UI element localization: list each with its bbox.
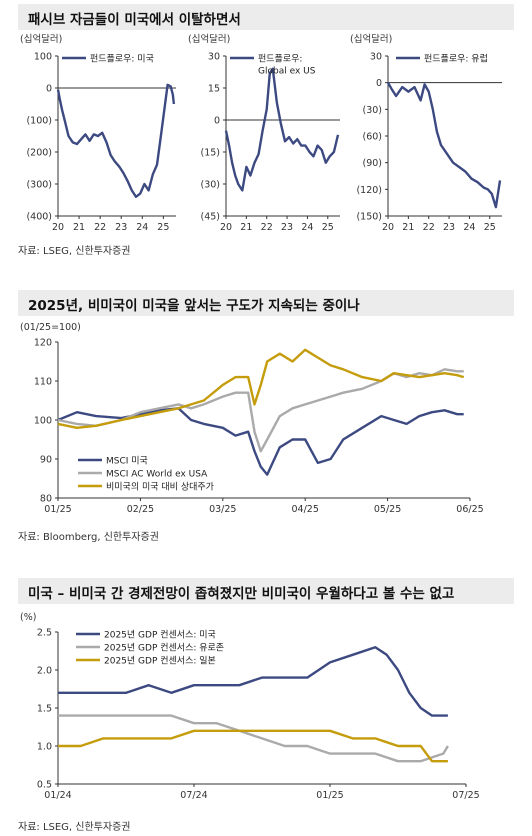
y-tick-label: (60) bbox=[362, 132, 382, 143]
legend-label: 2025년 GDP 컨센서스: 미국 bbox=[104, 630, 216, 641]
x-tick-label: 25 bbox=[484, 222, 496, 233]
x-tick-label: 24 bbox=[136, 222, 148, 233]
chart-global-ex-us-flow: (십억달러) 30 15 0 (15) (30) (45)20 21 22 23 24 25 펀드플로우… bbox=[188, 33, 340, 233]
series-line bbox=[386, 82, 502, 209]
y-tick-label: 80 bbox=[40, 494, 52, 505]
section-title-bar: 2025년, 비미국이 미국을 앞서는 구도가 지속되는 중이나 bbox=[18, 290, 514, 316]
y-tick-label: 100 bbox=[34, 52, 52, 63]
x-tick-label: 05/25 bbox=[374, 504, 401, 515]
series-line bbox=[58, 729, 448, 763]
legend-label: 2025년 GDP 컨센서스: 일본 bbox=[104, 656, 216, 667]
y-tick-label: 2.5 bbox=[37, 628, 52, 639]
section-1: 패시브 자금들이 미국에서 이탈하면서 (십억달러) 100 0 (100) (200)… bbox=[18, 2, 514, 260]
x-tick-label: 23 bbox=[115, 222, 127, 233]
x-tick-label: 21 bbox=[73, 222, 85, 233]
x-tick-label: 22 bbox=[94, 222, 106, 233]
legend-label: 2025년 GDP 컨센서스: 유로존 bbox=[104, 643, 224, 654]
x-tick-label: 20 bbox=[382, 222, 394, 233]
legend-label: MSCI 미국 bbox=[106, 456, 148, 467]
y-tick-label: 30 bbox=[370, 52, 382, 63]
section-title: 미국 – 비미국 간 경제전망이 좁혀졌지만 비미국이 우월하다고 볼 수는 없… bbox=[28, 586, 455, 602]
source-note: 자료: LSEG, 신한투자증권 bbox=[18, 822, 131, 833]
y-tick-label: 90 bbox=[40, 455, 52, 466]
unit-label: (%) bbox=[20, 612, 36, 623]
legend-label: 펀드플로우: 미국 bbox=[90, 54, 154, 65]
y-tick-label: (90) bbox=[362, 158, 382, 169]
y-tick-label: 2.0 bbox=[37, 666, 52, 677]
legend-label: 펀드플로우: 유럽 bbox=[424, 54, 488, 65]
y-tick-label: (300) bbox=[26, 180, 52, 191]
y-tick-label: (30) bbox=[362, 105, 382, 116]
y-tick-label: 100 bbox=[34, 416, 52, 427]
y-tick-label: 0 bbox=[376, 78, 382, 89]
x-tick-label: 22 bbox=[261, 222, 273, 233]
y-tick-label: 1.5 bbox=[37, 704, 52, 715]
unit-label: (십억달러) bbox=[188, 33, 230, 45]
y-tick-label: (45) bbox=[200, 212, 220, 223]
x-tick-label: 23 bbox=[281, 222, 293, 233]
series-line bbox=[58, 646, 448, 717]
x-tick-label: 20 bbox=[52, 222, 64, 233]
x-tick-label: 21 bbox=[402, 222, 414, 233]
section-title: 패시브 자금들이 미국에서 이탈하면서 bbox=[28, 12, 241, 28]
y-tick-label: (120) bbox=[356, 185, 382, 196]
chart-europe-flow: (십억달러) 30 0 (30) (60) (90) (120) (150)20 21 22 23 2… bbox=[350, 33, 502, 233]
series-line bbox=[57, 348, 465, 429]
source-note: 자료: LSEG, 신한투자증권 bbox=[18, 246, 131, 257]
x-tick-label: 06/25 bbox=[456, 504, 483, 515]
y-tick-label: 0 bbox=[46, 84, 52, 95]
legend-label: MSCI AC World ex USA bbox=[106, 470, 208, 480]
section-title-bar: 패시브 자금들이 미국에서 이탈하면서 bbox=[18, 4, 514, 30]
y-tick-label: (100) bbox=[26, 116, 52, 127]
x-tick-label: 25 bbox=[322, 222, 334, 233]
y-tick-label: 110 bbox=[34, 377, 52, 388]
y-tick-label: 15 bbox=[208, 84, 220, 95]
x-tick-label: 01/24 bbox=[44, 790, 71, 801]
series-line bbox=[56, 83, 176, 198]
legend-label: 펀드플로우: Global ex US bbox=[258, 54, 316, 77]
source-note: 자료: Bloomberg, 신한투자증권 bbox=[18, 532, 159, 543]
x-tick-label: 20 bbox=[220, 222, 232, 233]
y-tick-label: (150) bbox=[356, 212, 382, 223]
legend-label: 비미국의 미국 대비 상대주가 bbox=[106, 482, 214, 493]
unit-label: (십억달러) bbox=[20, 33, 62, 45]
x-tick-label: 04/25 bbox=[292, 504, 319, 515]
y-tick-label: 0 bbox=[214, 116, 220, 127]
unit-label: (십억달러) bbox=[350, 33, 392, 45]
x-tick-label: 02/25 bbox=[127, 504, 154, 515]
section-title: 2025년, 비미국이 미국을 앞서는 구도가 지속되는 중이나 bbox=[28, 298, 360, 314]
x-tick-label: 01/25 bbox=[316, 790, 343, 801]
x-tick-label: 22 bbox=[423, 222, 435, 233]
series-line bbox=[57, 407, 464, 476]
series-line bbox=[58, 714, 449, 763]
y-tick-label: 120 bbox=[34, 338, 52, 349]
section-3: 미국 – 비미국 간 경제전망이 좁혀졌지만 비미국이 우월하다고 볼 수는 없… bbox=[18, 578, 514, 836]
section-2: 2025년, 비미국이 미국을 앞서는 구도가 지속되는 중이나 (01/25=… bbox=[18, 290, 514, 550]
chart-gdp-consensus: (%)2.5 2.0 1.5 1.0 0.501/24 07/24 01/25 07/25 20… bbox=[20, 612, 480, 801]
y-tick-label: (400) bbox=[26, 212, 52, 223]
y-tick-label: (15) bbox=[200, 148, 220, 159]
x-tick-label: 21 bbox=[240, 222, 252, 233]
y-tick-label: 0.5 bbox=[37, 780, 52, 791]
x-tick-label: 24 bbox=[463, 222, 475, 233]
x-tick-label: 07/25 bbox=[452, 790, 479, 801]
y-tick-label: 30 bbox=[208, 52, 220, 63]
unit-label: (01/25=100) bbox=[20, 322, 81, 333]
series-line bbox=[224, 67, 340, 192]
x-tick-label: 24 bbox=[301, 222, 313, 233]
x-tick-label: 03/25 bbox=[209, 504, 236, 515]
x-tick-label: 07/24 bbox=[180, 790, 207, 801]
chart-us-flow: (십억달러) 100 0 (100) (200) (300) (400)20 21 22 23 24… bbox=[20, 33, 176, 233]
x-tick-label: 25 bbox=[157, 222, 169, 233]
x-tick-label: 01/25 bbox=[44, 504, 71, 515]
section-title-bar: 미국 – 비미국 간 경제전망이 좁혀졌지만 비미국이 우월하다고 볼 수는 없… bbox=[18, 578, 514, 604]
y-tick-label: 1.0 bbox=[37, 742, 52, 753]
y-tick-label: (200) bbox=[26, 148, 52, 159]
x-tick-label: 23 bbox=[443, 222, 455, 233]
y-tick-label: (30) bbox=[200, 180, 220, 191]
